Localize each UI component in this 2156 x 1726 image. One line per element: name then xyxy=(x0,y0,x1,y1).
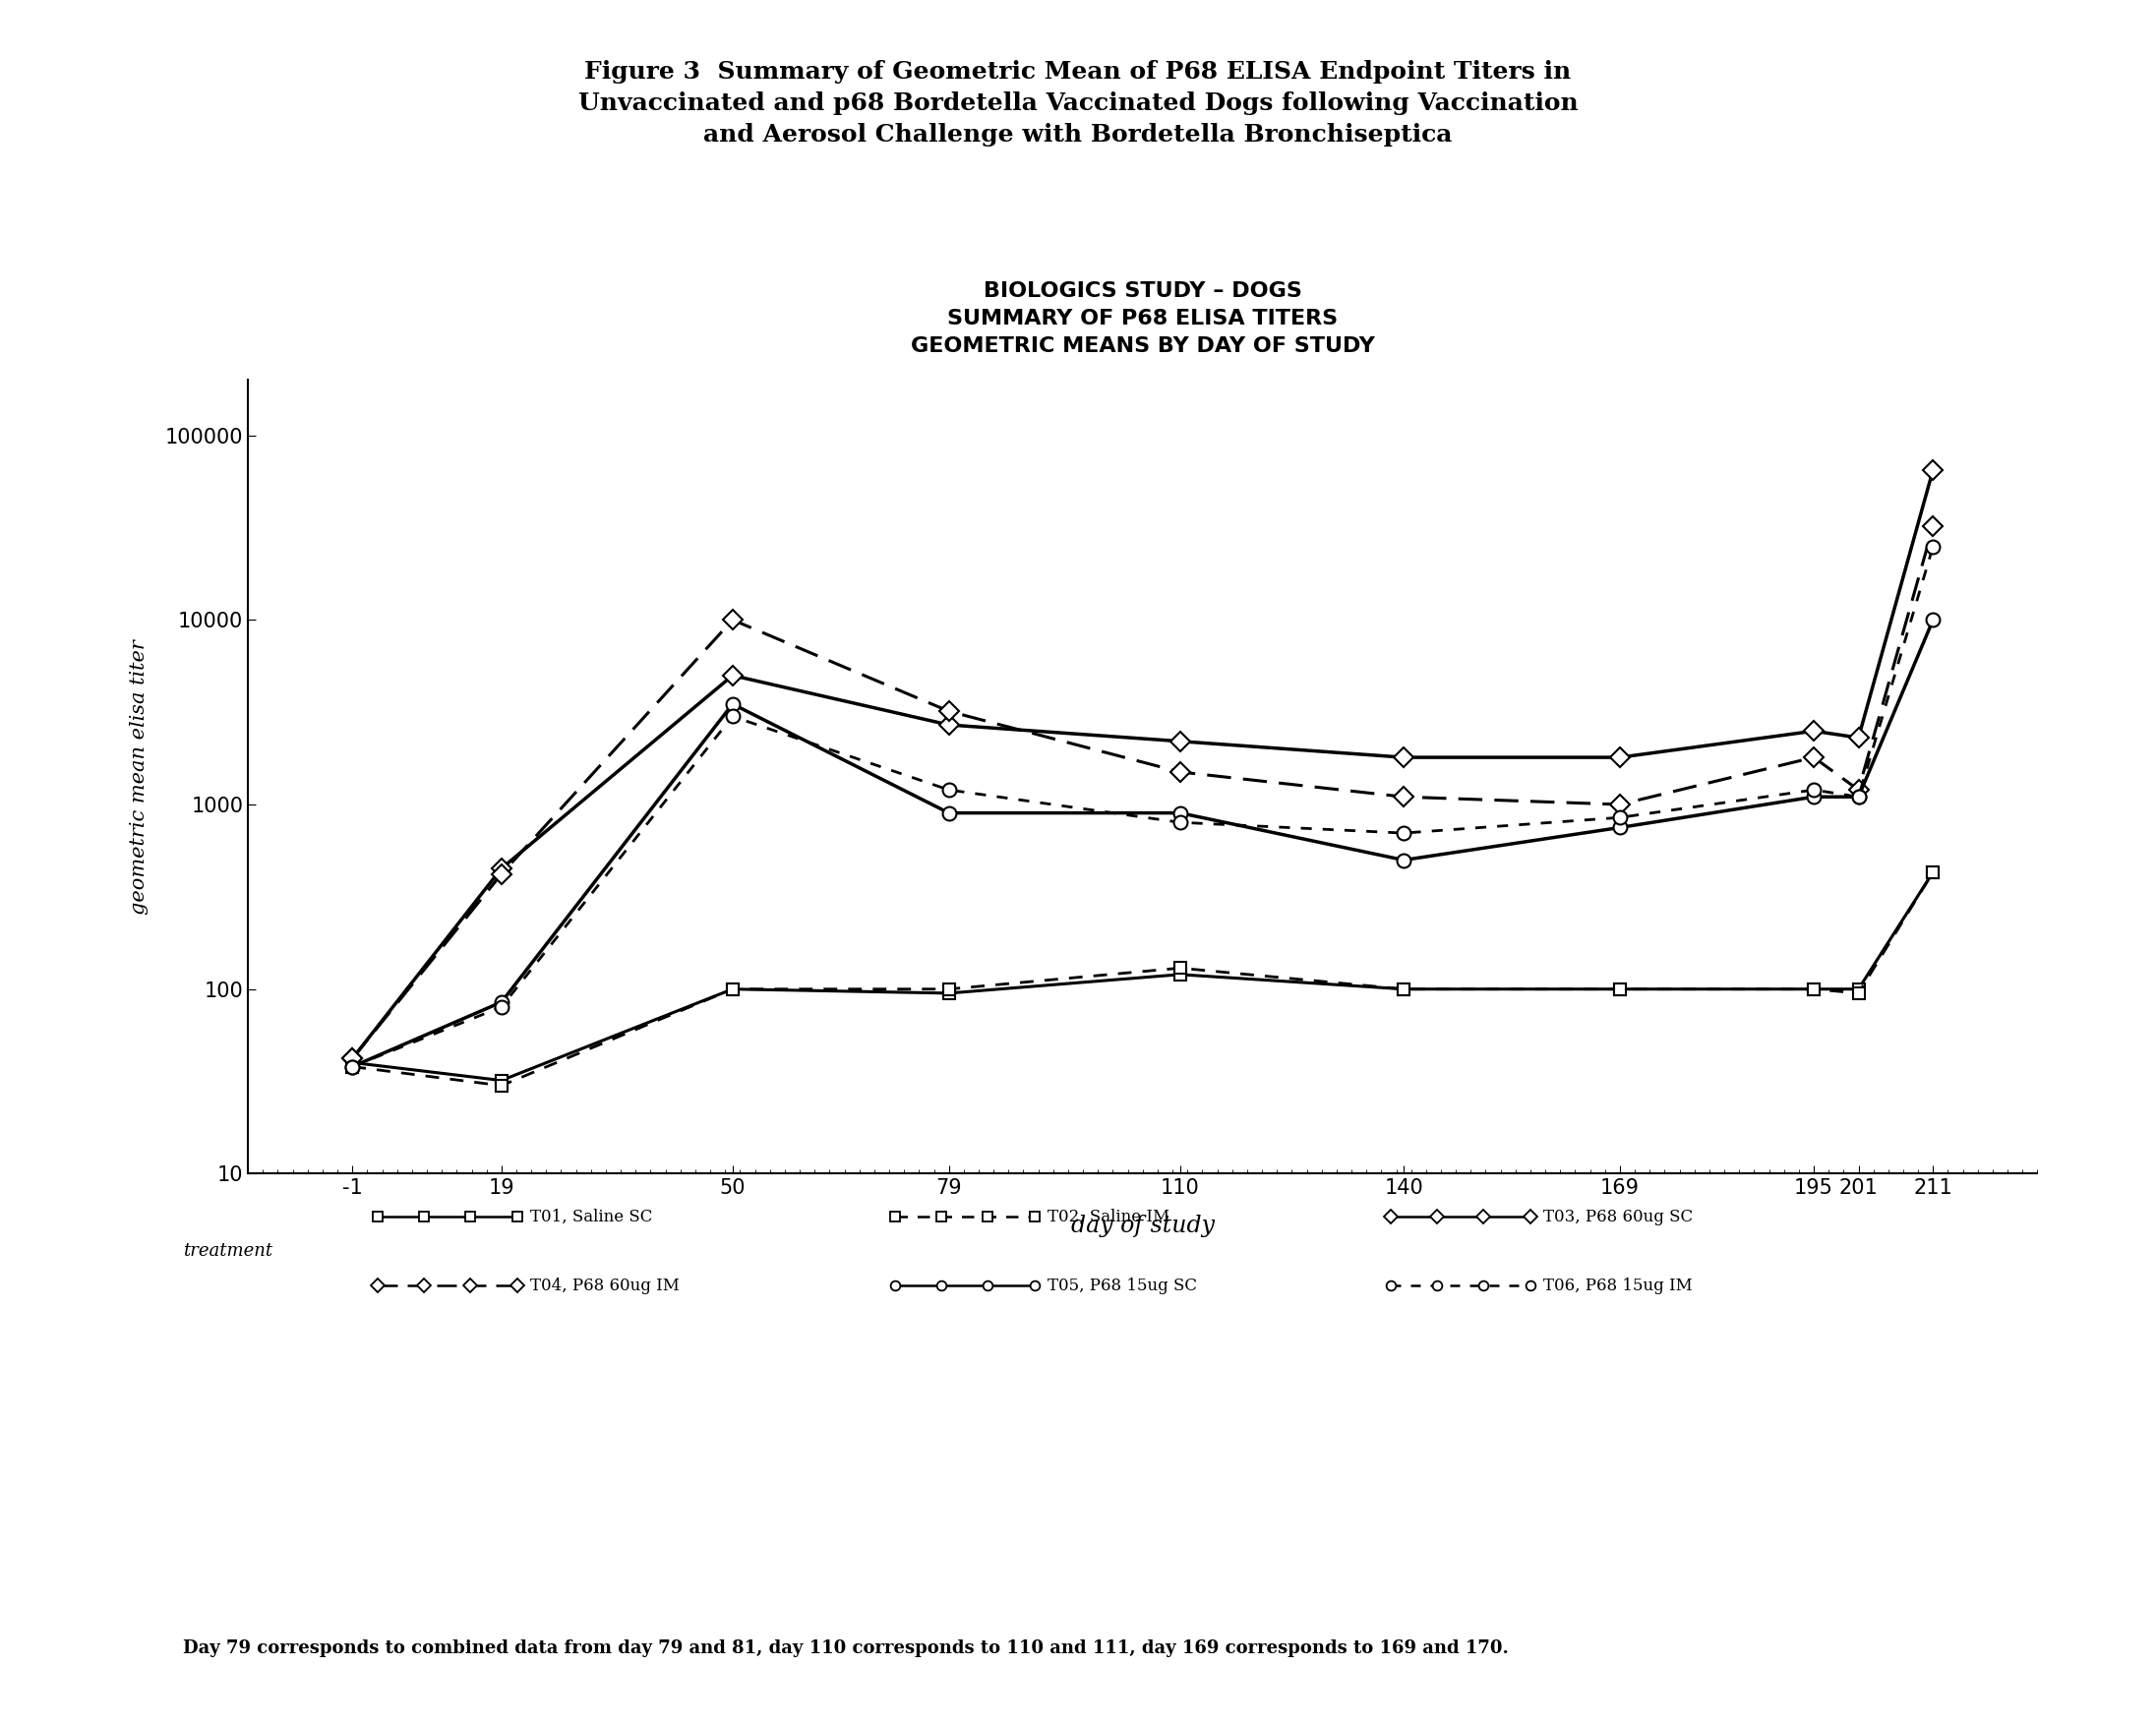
X-axis label: day of study: day of study xyxy=(1072,1215,1214,1238)
Text: Figure 3  Summary of Geometric Mean of P68 ELISA Endpoint Titers in
Unvaccinated: Figure 3 Summary of Geometric Mean of P6… xyxy=(578,60,1578,147)
Y-axis label: geometric mean elisa titer: geometric mean elisa titer xyxy=(129,639,149,915)
Text: T05, P68 15ug SC: T05, P68 15ug SC xyxy=(1048,1277,1197,1294)
Text: treatment: treatment xyxy=(183,1243,274,1260)
Text: Day 79 corresponds to combined data from day 79 and 81, day 110 corresponds to 1: Day 79 corresponds to combined data from… xyxy=(183,1640,1509,1657)
Title: BIOLOGICS STUDY – DOGS
SUMMARY OF P68 ELISA TITERS
GEOMETRIC MEANS BY DAY OF STU: BIOLOGICS STUDY – DOGS SUMMARY OF P68 EL… xyxy=(910,281,1376,356)
Text: T01, Saline SC: T01, Saline SC xyxy=(530,1208,653,1225)
Text: T06, P68 15ug IM: T06, P68 15ug IM xyxy=(1544,1277,1692,1294)
Text: T04, P68 60ug IM: T04, P68 60ug IM xyxy=(530,1277,679,1294)
Text: T03, P68 60ug SC: T03, P68 60ug SC xyxy=(1544,1208,1692,1225)
Text: T02, Saline IM: T02, Saline IM xyxy=(1048,1208,1171,1225)
